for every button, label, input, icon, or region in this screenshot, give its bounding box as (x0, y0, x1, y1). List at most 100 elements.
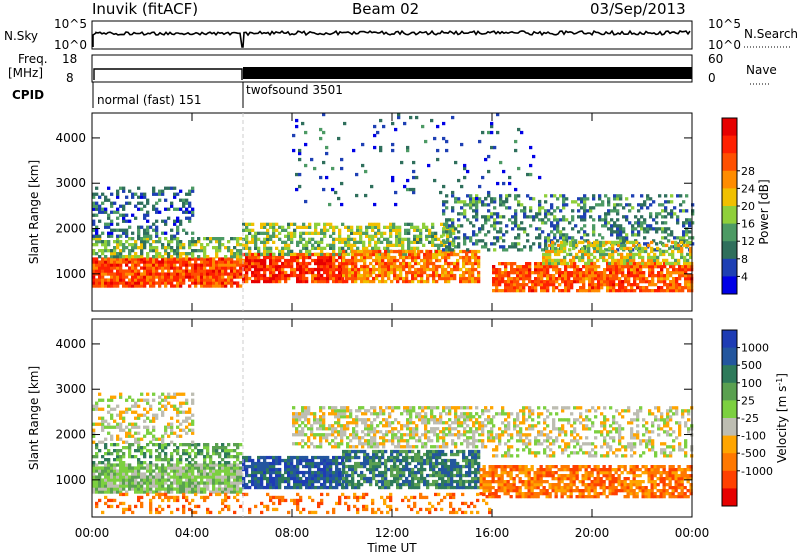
data-cell (149, 472, 153, 476)
data-cell (301, 439, 305, 443)
data-cell (598, 194, 602, 198)
data-cell (364, 442, 368, 446)
data-cell (413, 237, 417, 241)
data-cell (341, 222, 345, 226)
data-cell (272, 252, 276, 256)
data-cell (337, 430, 341, 434)
data-cell (122, 466, 126, 470)
data-cell (113, 449, 117, 453)
data-cell (323, 458, 327, 463)
data-cell (281, 473, 285, 478)
data-cell (131, 278, 135, 282)
data-cell (227, 449, 231, 453)
data-cell (122, 231, 126, 235)
y-tick-label: 2000 (55, 222, 86, 236)
data-cell (504, 274, 508, 278)
data-cell (221, 278, 225, 282)
data-cell (191, 281, 195, 285)
data-cell (257, 276, 261, 281)
data-cell (452, 237, 456, 241)
data-cell (558, 268, 562, 272)
data-cell (218, 455, 222, 459)
data-cell (212, 275, 216, 279)
data-cell (603, 283, 607, 287)
data-cell (242, 252, 246, 257)
data-cell (340, 424, 344, 428)
data-cell (633, 262, 637, 266)
data-cell (215, 263, 219, 267)
data-cell (242, 243, 246, 247)
data-cell (149, 237, 153, 241)
data-cell (320, 476, 324, 481)
data-cell (227, 455, 231, 459)
data-cell (269, 261, 273, 266)
data-cell (499, 236, 503, 240)
data-cell (128, 189, 132, 193)
data-cell (104, 243, 108, 247)
data-cell (131, 443, 135, 447)
data-cell (617, 252, 621, 257)
data-cell (200, 269, 204, 273)
data-cell (146, 449, 150, 453)
data-cell (221, 266, 225, 270)
data-cell (412, 190, 416, 195)
data-cell (167, 461, 171, 465)
data-cell (534, 286, 538, 290)
data-cell (164, 207, 168, 211)
data-cell (218, 484, 222, 488)
station-title: Inuvik (fitACF) (92, 0, 198, 18)
data-cell (104, 443, 108, 447)
data-cell (266, 467, 270, 472)
data-cell (570, 262, 574, 266)
data-cell (92, 266, 96, 270)
data-cell (394, 190, 398, 195)
data-cell (326, 458, 330, 463)
data-cell (579, 280, 583, 284)
data-cell (393, 273, 397, 278)
data-cell (215, 487, 219, 491)
data-cell (164, 490, 168, 494)
data-cell (328, 424, 332, 428)
data-cell (295, 421, 299, 425)
data-cell (525, 268, 529, 272)
data-cell (655, 227, 659, 231)
data-cell (451, 224, 455, 228)
data-cell (185, 425, 189, 429)
data-cell (185, 463, 189, 467)
data-cell (143, 269, 147, 273)
data-cell (92, 434, 96, 438)
data-cell (95, 186, 99, 190)
data-cell (284, 276, 288, 281)
data-cell (505, 230, 509, 234)
data-cell (227, 461, 231, 465)
data-cell (554, 252, 558, 257)
data-cell (149, 419, 153, 423)
data-cell (607, 203, 611, 207)
data-cell (664, 236, 668, 240)
data-cell (287, 222, 291, 226)
data-cell (92, 440, 96, 444)
data-cell (405, 273, 409, 278)
data-cell (314, 276, 318, 281)
data-cell (275, 228, 279, 232)
data-cell (215, 240, 219, 244)
data-cell (332, 261, 336, 266)
data-cell (499, 200, 503, 204)
data-cell (346, 421, 350, 425)
data-cell (658, 212, 662, 216)
data-cell (131, 281, 135, 285)
data-cell (92, 461, 96, 465)
data-cell (650, 258, 654, 263)
data-cell (666, 286, 670, 290)
data-cell (92, 278, 96, 282)
data-cell (514, 197, 518, 201)
data-cell (496, 215, 500, 219)
data-cell (263, 270, 267, 275)
data-cell (302, 455, 306, 460)
power-colorbar-label: Power [dB] (757, 179, 771, 244)
data-cell (236, 466, 240, 470)
data-cell (254, 237, 258, 241)
data-cell (510, 265, 514, 269)
data-cell (299, 270, 303, 275)
data-cell (338, 234, 342, 238)
